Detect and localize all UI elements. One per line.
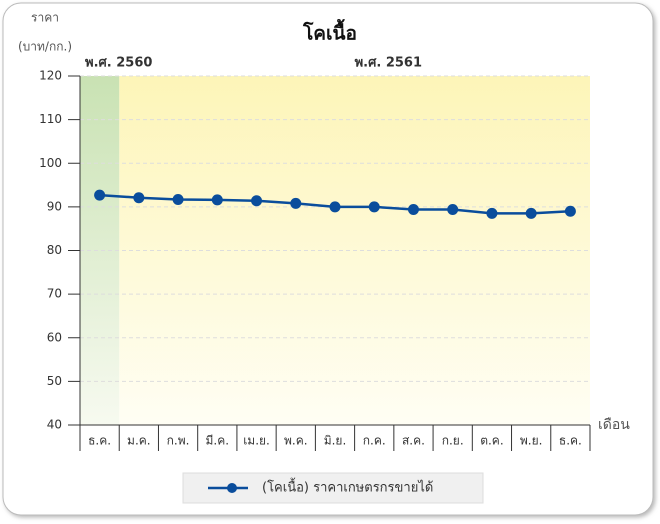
x-tick-label: มี.ค. xyxy=(206,434,230,448)
y-tick-label: 100 xyxy=(39,156,62,170)
point xyxy=(211,194,223,206)
x-tick-label: ต.ค. xyxy=(480,434,503,448)
point xyxy=(564,205,576,217)
point xyxy=(486,207,498,219)
point xyxy=(94,189,106,201)
y-tick-label: 120 xyxy=(39,69,62,83)
point xyxy=(447,203,459,215)
y-tick-label: 80 xyxy=(47,243,62,257)
x-tick-label: เม.ย. xyxy=(243,434,270,448)
x-tick-label: ก.ย. xyxy=(442,434,464,448)
point xyxy=(407,203,419,215)
y-tick-label: 60 xyxy=(47,330,62,344)
legend-marker xyxy=(227,483,237,493)
x-tick-label: ส.ค. xyxy=(402,434,425,448)
y-tick-label: 70 xyxy=(47,287,62,301)
y-tick-label: 40 xyxy=(47,418,62,432)
era-label: พ.ศ. 2560 xyxy=(85,56,152,71)
y-axis-label: (บาท/กก.) xyxy=(18,40,72,54)
y-tick-label: 50 xyxy=(47,374,62,388)
x-tick-label: พ.ค. xyxy=(284,434,308,448)
x-tick-label: มิ.ย. xyxy=(324,434,347,448)
point xyxy=(133,192,145,204)
y-axis-label: ราคา xyxy=(31,11,59,25)
x-tick-label: ม.ค. xyxy=(127,434,151,448)
y-tick-label: 90 xyxy=(47,199,62,213)
x-tick-label: ก.ค. xyxy=(363,434,386,448)
x-tick-label: ก.พ. xyxy=(167,434,190,448)
era-band xyxy=(80,76,120,425)
point xyxy=(290,197,302,209)
era-label: พ.ศ. 2561 xyxy=(355,56,422,71)
legend-label: (โคเนื้อ) ราคาเกษตรกรขายได้ xyxy=(262,478,433,496)
point xyxy=(329,201,341,213)
point xyxy=(172,193,184,205)
x-tick-label: ธ.ค. xyxy=(559,434,582,448)
x-tick-label: พ.ย. xyxy=(520,434,543,448)
x-axis-label: เดือน xyxy=(598,417,630,433)
point xyxy=(525,207,537,219)
y-tick-label: 110 xyxy=(39,112,62,126)
x-tick-label: ธ.ค. xyxy=(88,434,111,448)
point xyxy=(368,201,380,213)
chart-title: โคเนื้อ xyxy=(302,19,357,45)
point xyxy=(251,195,263,207)
